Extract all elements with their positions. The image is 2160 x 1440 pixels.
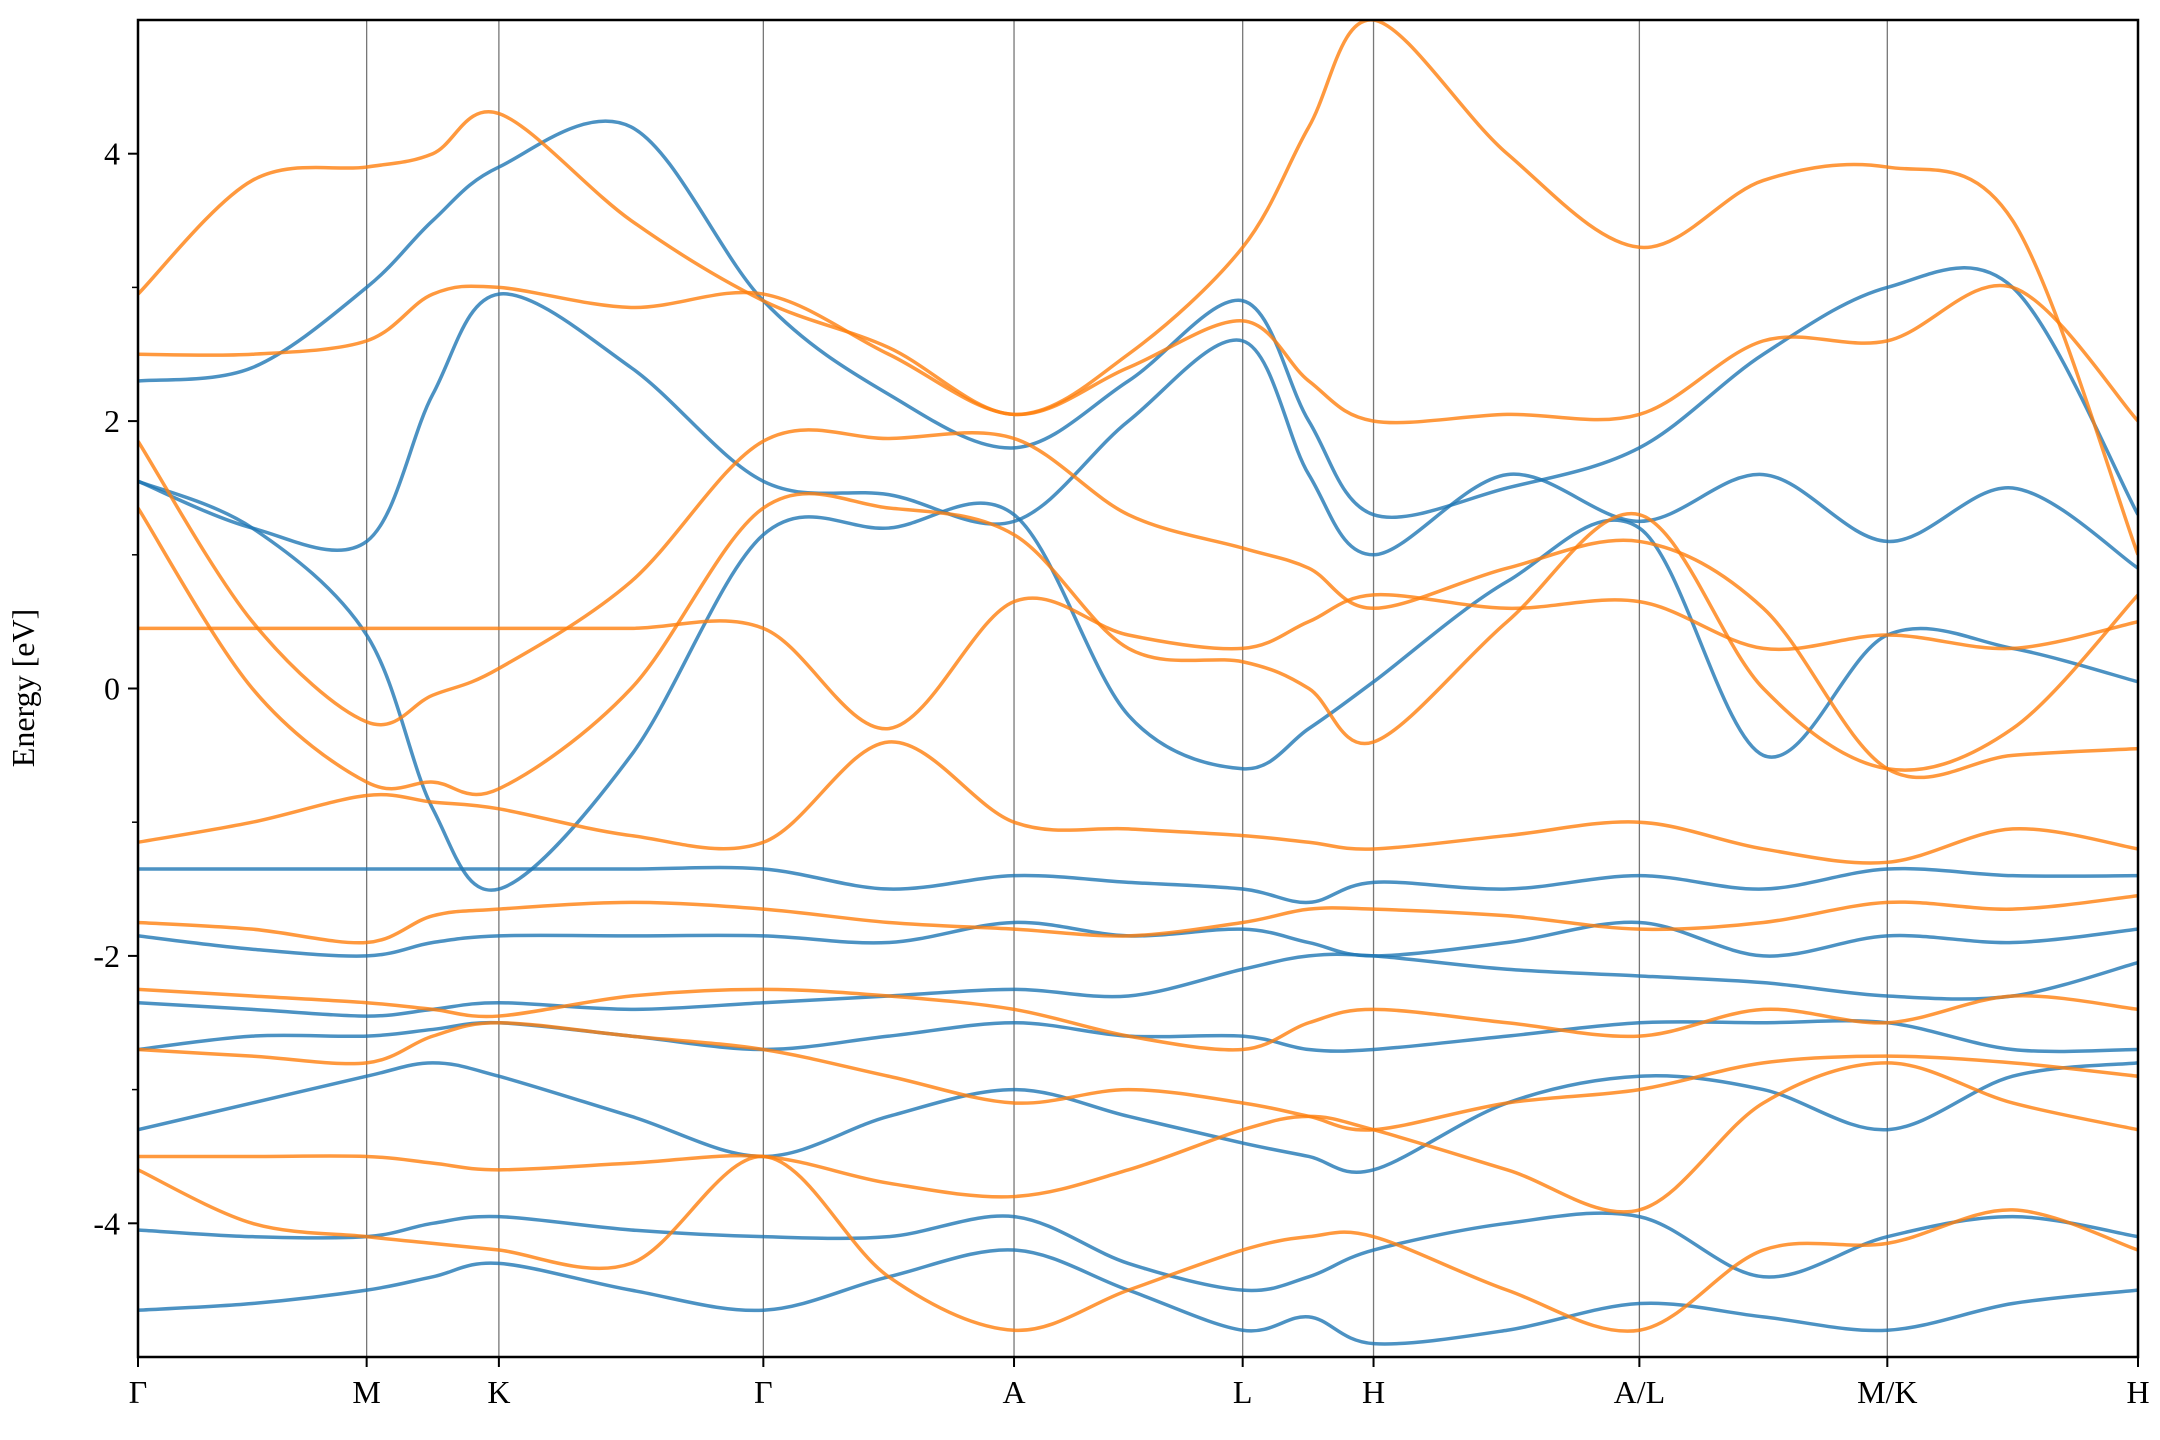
band-line	[138, 491, 2138, 797]
x-tick-label: H	[2126, 1374, 2149, 1410]
band-line	[138, 1061, 2138, 1214]
band-line	[138, 1020, 2138, 1132]
y-tick-label: -4	[93, 1205, 120, 1241]
x-tick-label: H	[1362, 1374, 1385, 1410]
x-tick-label: Γ	[129, 1374, 148, 1410]
y-tick-label: -2	[93, 938, 120, 974]
y-tick-label: 4	[104, 136, 120, 172]
x-tick-label: L	[1233, 1374, 1253, 1410]
band-line	[138, 283, 2138, 425]
band-line	[138, 592, 2138, 731]
x-tick-label: A	[1002, 1374, 1025, 1410]
x-tick-label: Γ	[754, 1374, 773, 1410]
band-line	[138, 428, 2138, 780]
band-line	[138, 987, 2138, 1052]
x-tick-label: M	[352, 1374, 380, 1410]
band-line	[138, 1211, 2138, 1293]
y-axis-label: Energy [eV]	[5, 609, 41, 767]
band-line	[138, 479, 2138, 892]
band-line	[138, 865, 2138, 905]
band-line	[138, 1154, 2138, 1333]
band-line	[138, 920, 2138, 958]
x-tick-label: A/L	[1614, 1374, 1666, 1410]
band-line	[138, 20, 2138, 556]
y-tick-label: 0	[104, 671, 120, 707]
band-line	[138, 952, 2138, 1018]
y-tick-label: 2	[104, 403, 120, 439]
plot-frame	[136, 18, 2140, 1359]
band-line	[138, 893, 2138, 945]
x-tick-label: K	[487, 1374, 510, 1410]
band-line	[138, 1061, 2138, 1174]
band-line	[138, 292, 2138, 570]
band-line	[138, 1248, 2138, 1346]
band-line	[138, 740, 2138, 865]
x-tick-label: M/K	[1857, 1374, 1917, 1410]
band-line	[138, 119, 2138, 520]
bands	[138, 20, 2138, 1346]
